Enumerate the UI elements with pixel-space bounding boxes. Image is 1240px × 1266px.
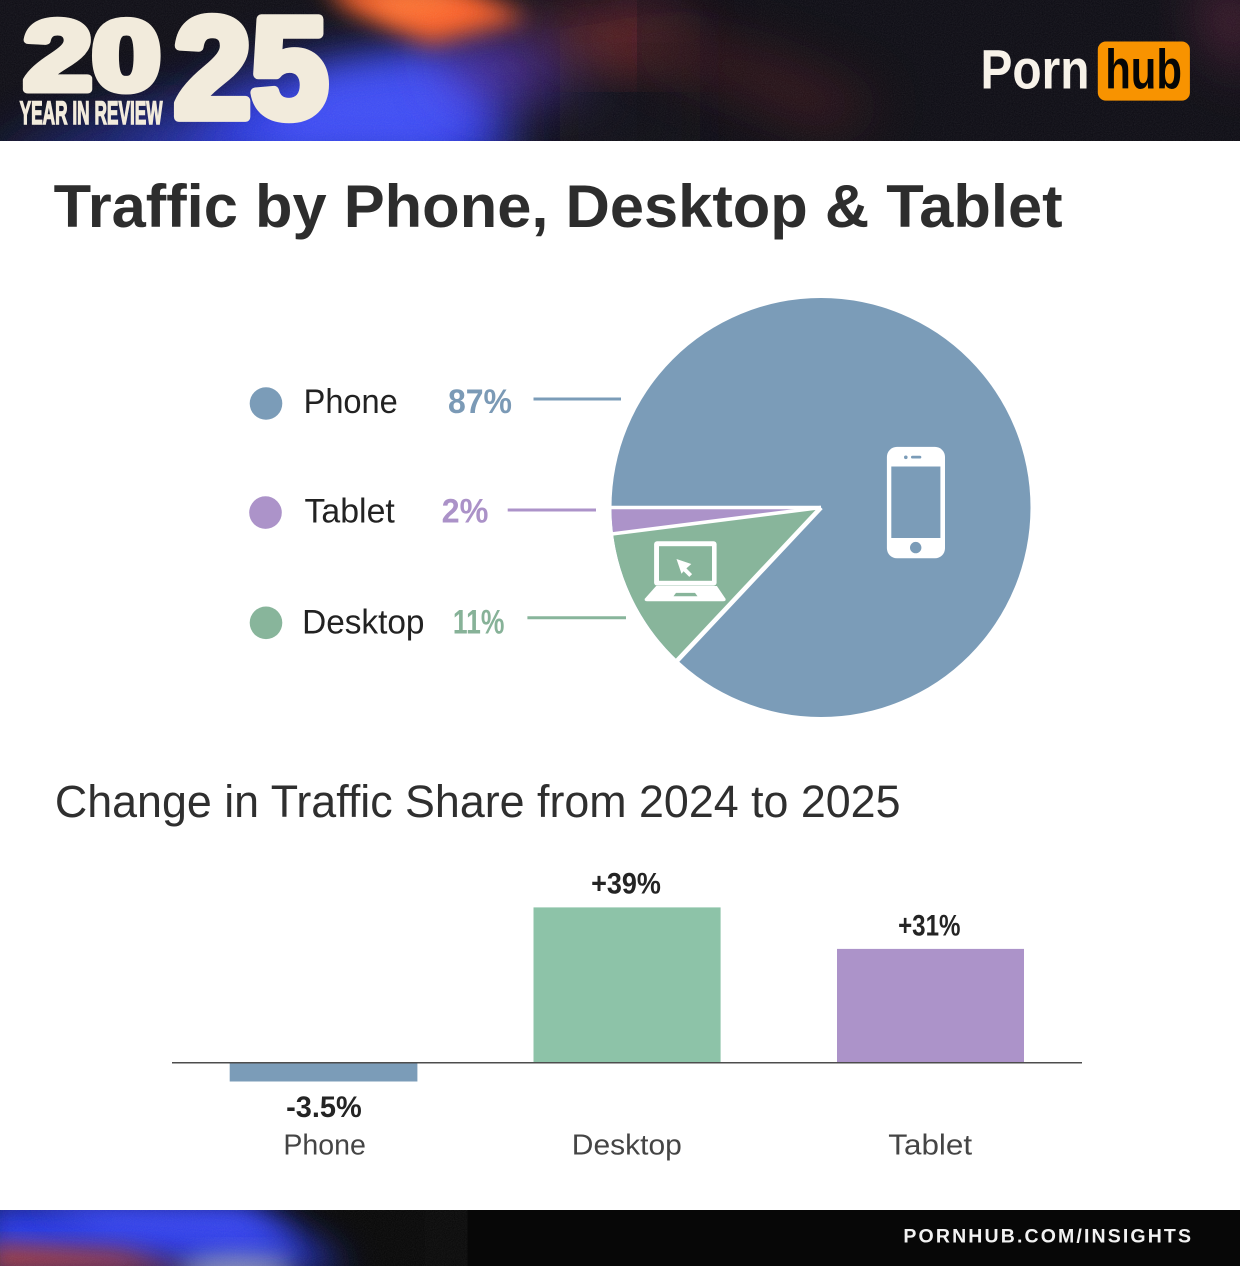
svg-text:Desktop: Desktop <box>572 1130 682 1162</box>
svg-text:Traffic by Phone, Desktop & Ta: Traffic by Phone, Desktop & Tablet <box>54 173 1063 240</box>
svg-text:-3.5%: -3.5% <box>286 1091 362 1124</box>
svg-text:YEAR IN REVIEW: YEAR IN REVIEW <box>20 95 163 131</box>
svg-text:+31%: +31% <box>898 909 960 942</box>
svg-text:PORNHUB.COM/INSIGHTS: PORNHUB.COM/INSIGHTS <box>903 1226 1192 1248</box>
svg-text:Porn: Porn <box>981 37 1090 100</box>
svg-text:+39%: +39% <box>591 867 661 900</box>
svg-text:hub: hub <box>1105 37 1182 100</box>
svg-text:87%: 87% <box>448 383 512 421</box>
svg-text:Desktop: Desktop <box>302 604 424 642</box>
svg-text:Tablet: Tablet <box>888 1130 972 1162</box>
svg-text:11%: 11% <box>453 604 505 642</box>
svg-text:Tablet: Tablet <box>305 493 396 531</box>
svg-text:Phone: Phone <box>304 383 398 421</box>
svg-text:2%: 2% <box>442 493 489 531</box>
svg-text:Change in Traffic Share from 2: Change in Traffic Share from 2024 to 202… <box>55 776 901 827</box>
svg-text:25: 25 <box>174 0 328 148</box>
svg-text:20: 20 <box>24 1 161 111</box>
svg-text:Phone: Phone <box>283 1130 366 1162</box>
